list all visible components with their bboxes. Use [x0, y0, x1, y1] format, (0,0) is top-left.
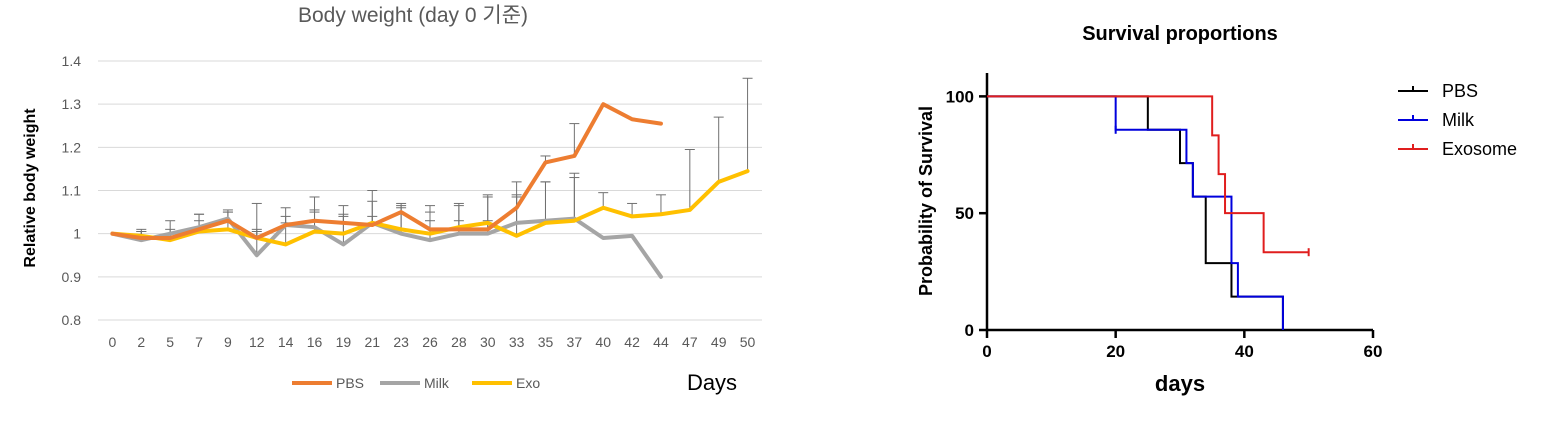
body-weight-x-tick: 35: [538, 334, 554, 350]
body-weight-x-label: Days: [687, 370, 737, 395]
body-weight-x-tick: 7: [195, 334, 203, 350]
body-weight-x-tick: 28: [451, 334, 467, 350]
body-weight-y-tick: 1.4: [62, 53, 82, 69]
body-weight-series-line-milk: [110, 216, 663, 279]
body-weight-x-tick: 5: [166, 334, 174, 350]
body-weight-legend-label: Milk: [424, 375, 450, 391]
body-weight-x-tick: 23: [393, 334, 409, 350]
survival-legend-label: PBS: [1442, 81, 1478, 101]
body-weight-x-tick: 19: [336, 334, 352, 350]
survival-y-tick: 0: [965, 321, 974, 340]
survival-y-tick: 50: [955, 204, 974, 223]
body-weight-y-tick: 1: [73, 226, 81, 242]
body-weight-x-tick: 44: [653, 334, 669, 350]
body-weight-x-tick: 0: [109, 334, 117, 350]
body-weight-x-tick: 37: [567, 334, 583, 350]
body-weight-y-tick: 1.1: [62, 183, 82, 199]
body-weight-x-tick: 30: [480, 334, 496, 350]
body-weight-chart: Body weight (day 0 기준) Relative body wei…: [22, 4, 762, 395]
body-weight-title: Body weight (day 0 기준): [298, 4, 528, 27]
survival-x-tick: 60: [1364, 342, 1383, 361]
body-weight-y-tick: 0.8: [62, 312, 82, 328]
survival-legend-label: Milk: [1442, 110, 1475, 130]
body-weight-series-line-pbs: [110, 102, 663, 240]
body-weight-legend-label: Exo: [516, 375, 540, 391]
survival-legend-label: Exosome: [1442, 139, 1517, 159]
survival-x-tick: 40: [1235, 342, 1254, 361]
body-weight-x-tick: 26: [422, 334, 438, 350]
body-weight-x-tick: 16: [307, 334, 323, 350]
body-weight-x-tick: 40: [595, 334, 611, 350]
body-weight-y-tick: 0.9: [62, 269, 82, 285]
body-weight-x-tick: 49: [711, 334, 727, 350]
body-weight-x-tick: 33: [509, 334, 525, 350]
body-weight-y-tick: 1.2: [62, 139, 82, 155]
survival-x-tick: 20: [1106, 342, 1125, 361]
survival-curve-exosome: [987, 95, 1309, 254]
body-weight-x-tick: 14: [278, 334, 294, 350]
body-weight-x-tick: 2: [137, 334, 145, 350]
survival-x-tick: 0: [982, 342, 991, 361]
body-weight-x-tick: 21: [364, 334, 380, 350]
body-weight-x-tick: 12: [249, 334, 265, 350]
body-weight-x-tick: 50: [740, 334, 756, 350]
body-weight-x-tick: 42: [624, 334, 640, 350]
survival-title: Survival proportions: [1082, 23, 1278, 45]
body-weight-y-label: Relative body weight: [22, 108, 39, 268]
body-weight-x-tick: 47: [682, 334, 698, 350]
survival-chart: Survival proportions Probability of Surv…: [916, 23, 1517, 396]
body-weight-series-line-exo: [110, 169, 750, 247]
survival-y-label: Probability of Survival: [916, 106, 936, 296]
body-weight-legend-label: PBS: [336, 375, 364, 391]
survival-x-label: days: [1155, 371, 1205, 396]
body-weight-x-tick: 9: [224, 334, 232, 350]
body-weight-y-tick: 1.3: [62, 96, 82, 112]
survival-y-tick: 100: [946, 87, 974, 106]
